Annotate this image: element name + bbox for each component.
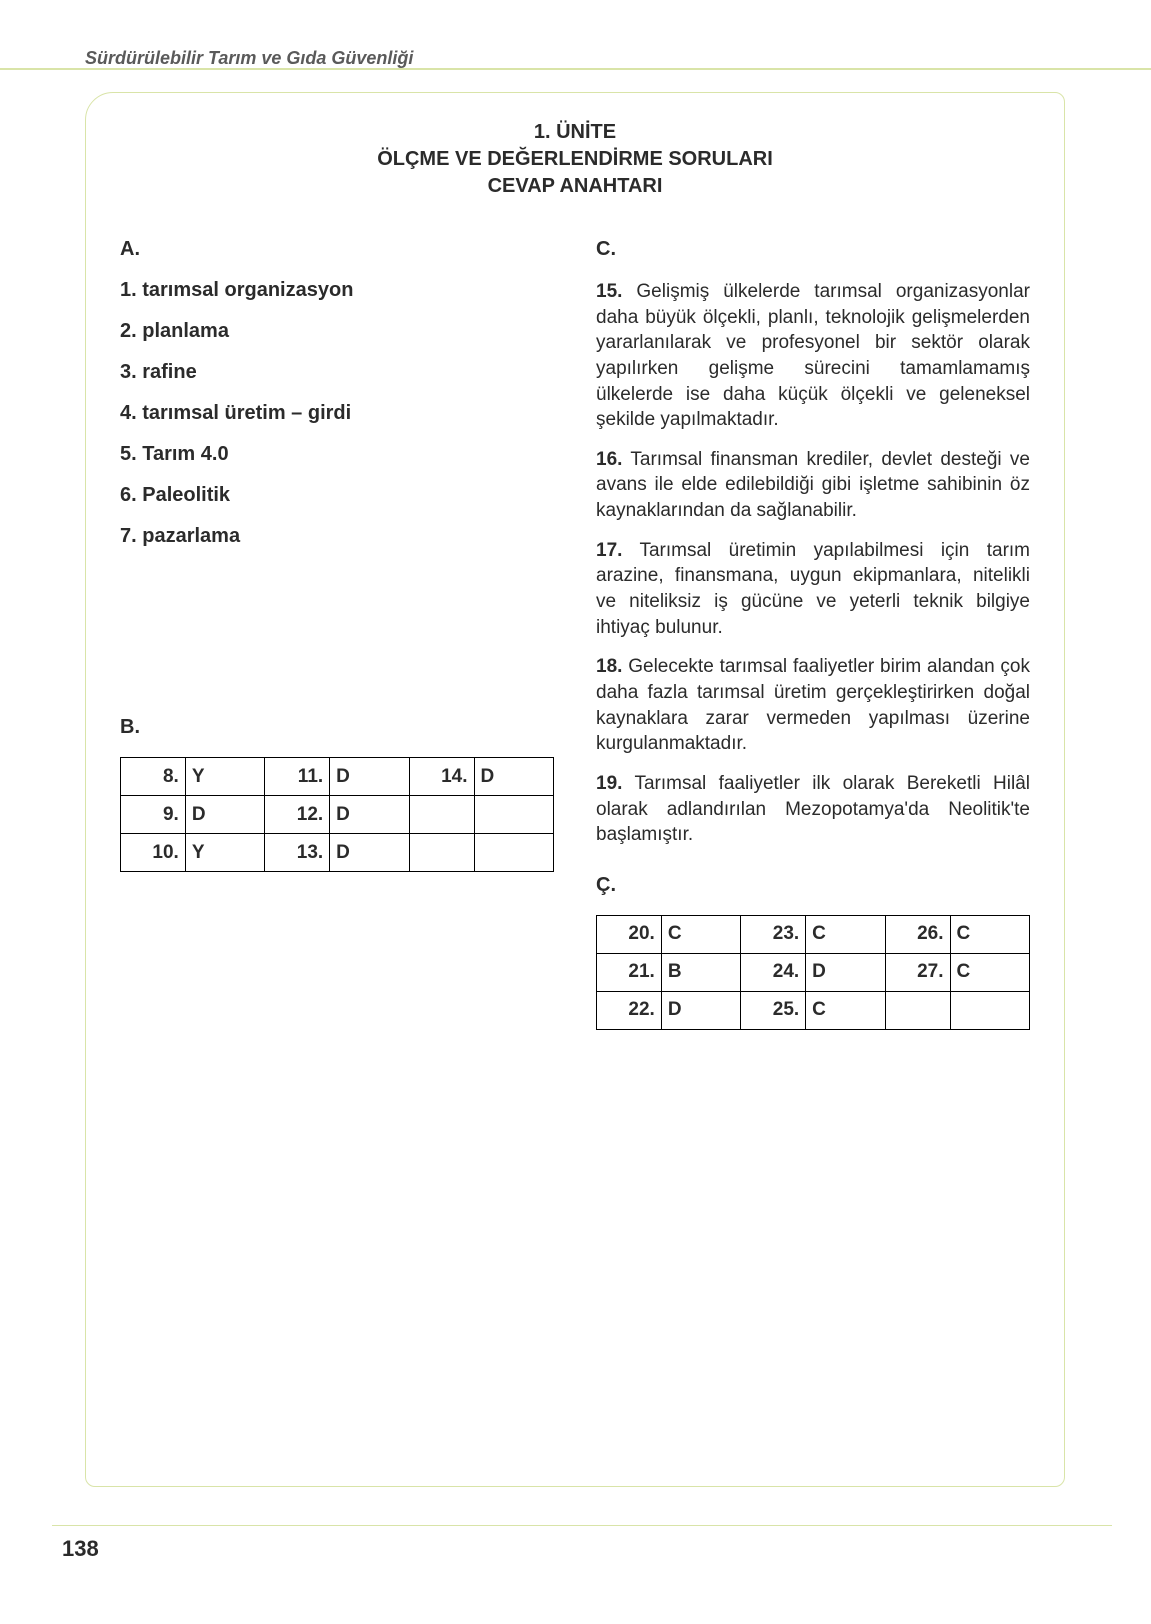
paragraph: 18. Gelecekte tarımsal faaliyetler birim… xyxy=(596,654,1030,757)
table-row: 8. Y 11. D 14. D xyxy=(121,758,554,796)
cell-ans: Y xyxy=(185,758,264,796)
para-text: Tarımsal faaliyetler ilk olarak Bereketl… xyxy=(596,773,1030,845)
title-line-3: CEVAP ANAHTARI xyxy=(120,173,1030,200)
table-row: 20. C 23. C 26. C xyxy=(597,915,1030,953)
page-number: 138 xyxy=(62,1536,99,1562)
paragraph: 16. Tarımsal finansman krediler, devlet … xyxy=(596,447,1030,524)
table-row: 21. B 24. D 27. C xyxy=(597,953,1030,991)
title-block: 1. ÜNİTE ÖLÇME VE DEĞERLENDİRME SORULARI… xyxy=(120,119,1030,200)
content-frame: 1. ÜNİTE ÖLÇME VE DEĞERLENDİRME SORULARI… xyxy=(85,92,1065,1487)
cell-num: 11. xyxy=(265,758,330,796)
paragraph: 19. Tarımsal faaliyetler ilk olarak Bere… xyxy=(596,771,1030,848)
title-line-1: 1. ÜNİTE xyxy=(120,119,1030,146)
para-text: Tarımsal finansman krediler, devlet dest… xyxy=(596,449,1030,521)
cell-num: 21. xyxy=(597,953,662,991)
table-row: 9. D 12. D xyxy=(121,796,554,834)
cell-ans: B xyxy=(661,953,740,991)
para-text: Tarımsal üretimin yapılabilmesi için tar… xyxy=(596,540,1030,638)
cell-num xyxy=(885,991,950,1029)
spacer xyxy=(120,566,554,716)
cell-ans: D xyxy=(330,796,409,834)
paragraph: 17. Tarımsal üretimin yapılabilmesi için… xyxy=(596,538,1030,641)
para-text: Gelecekte tarımsal faaliyetler birim ala… xyxy=(596,656,1030,754)
table-row: 22. D 25. C xyxy=(597,991,1030,1029)
cell-num: 12. xyxy=(265,796,330,834)
cell-ans: D xyxy=(185,796,264,834)
section-ccedil-table: 20. C 23. C 26. C 21. B 24. D 27. C xyxy=(596,915,1030,1030)
cell-ans: Y xyxy=(185,834,264,872)
title-line-2: ÖLÇME VE DEĞERLENDİRME SORULARI xyxy=(120,146,1030,173)
cell-num: 10. xyxy=(121,834,186,872)
cell-num: 8. xyxy=(121,758,186,796)
cell-num: 24. xyxy=(741,953,806,991)
running-header: Sürdürülebilir Tarım ve Gıda Güvenliği xyxy=(85,48,413,69)
footer-rule xyxy=(52,1525,1112,1526)
paragraph: 15. Gelişmiş ülkelerde tarımsal organiza… xyxy=(596,279,1030,433)
para-number: 19. xyxy=(596,773,622,794)
section-b-table: 8. Y 11. D 14. D 9. D 12. D xyxy=(120,757,554,872)
cell-num: 14. xyxy=(409,758,474,796)
para-number: 18. xyxy=(596,656,622,677)
cell-num: 9. xyxy=(121,796,186,834)
para-number: 15. xyxy=(596,281,622,302)
section-c-label: C. xyxy=(596,238,1030,261)
para-number: 16. xyxy=(596,449,622,470)
page: Sürdürülebilir Tarım ve Gıda Güvenliği 1… xyxy=(0,0,1151,1624)
cell-ans: C xyxy=(950,953,1030,991)
left-column: A. 1. tarımsal organizasyon 2. planlama … xyxy=(120,238,554,1030)
cell-num: 25. xyxy=(741,991,806,1029)
cell-num: 13. xyxy=(265,834,330,872)
cell-num: 27. xyxy=(885,953,950,991)
list-item: 6. Paleolitik xyxy=(120,484,554,507)
list-item: 7. pazarlama xyxy=(120,525,554,548)
cell-ans xyxy=(950,991,1030,1029)
section-a-label: A. xyxy=(120,238,554,261)
section-a-list: 1. tarımsal organizasyon 2. planlama 3. … xyxy=(120,279,554,548)
right-column: C. 15. Gelişmiş ülkelerde tarımsal organ… xyxy=(596,238,1030,1030)
list-item: 5. Tarım 4.0 xyxy=(120,443,554,466)
cell-ans: D xyxy=(330,834,409,872)
two-column-layout: A. 1. tarımsal organizasyon 2. planlama … xyxy=(120,238,1030,1030)
list-item: 3. rafine xyxy=(120,361,554,384)
section-c-paragraphs: 15. Gelişmiş ülkelerde tarımsal organiza… xyxy=(596,279,1030,848)
cell-num xyxy=(409,796,474,834)
para-number: 17. xyxy=(596,540,622,561)
cell-num: 22. xyxy=(597,991,662,1029)
para-text: Gelişmiş ülkelerde tarımsal organizasyon… xyxy=(596,281,1030,430)
cell-num: 23. xyxy=(741,915,806,953)
cell-ans: C xyxy=(661,915,740,953)
cell-ans: D xyxy=(661,991,740,1029)
table-row: 10. Y 13. D xyxy=(121,834,554,872)
cell-num xyxy=(409,834,474,872)
list-item: 4. tarımsal üretim – girdi xyxy=(120,402,554,425)
cell-num: 20. xyxy=(597,915,662,953)
cell-ans: D xyxy=(474,758,554,796)
cell-ans xyxy=(474,834,554,872)
section-ccedil-label: Ç. xyxy=(596,874,1030,897)
list-item: 2. planlama xyxy=(120,320,554,343)
cell-ans: D xyxy=(806,953,885,991)
cell-ans: C xyxy=(950,915,1030,953)
cell-ans xyxy=(474,796,554,834)
cell-ans: D xyxy=(330,758,409,796)
section-b-label: B. xyxy=(120,716,554,739)
cell-ans: C xyxy=(806,991,885,1029)
list-item: 1. tarımsal organizasyon xyxy=(120,279,554,302)
cell-ans: C xyxy=(806,915,885,953)
cell-num: 26. xyxy=(885,915,950,953)
